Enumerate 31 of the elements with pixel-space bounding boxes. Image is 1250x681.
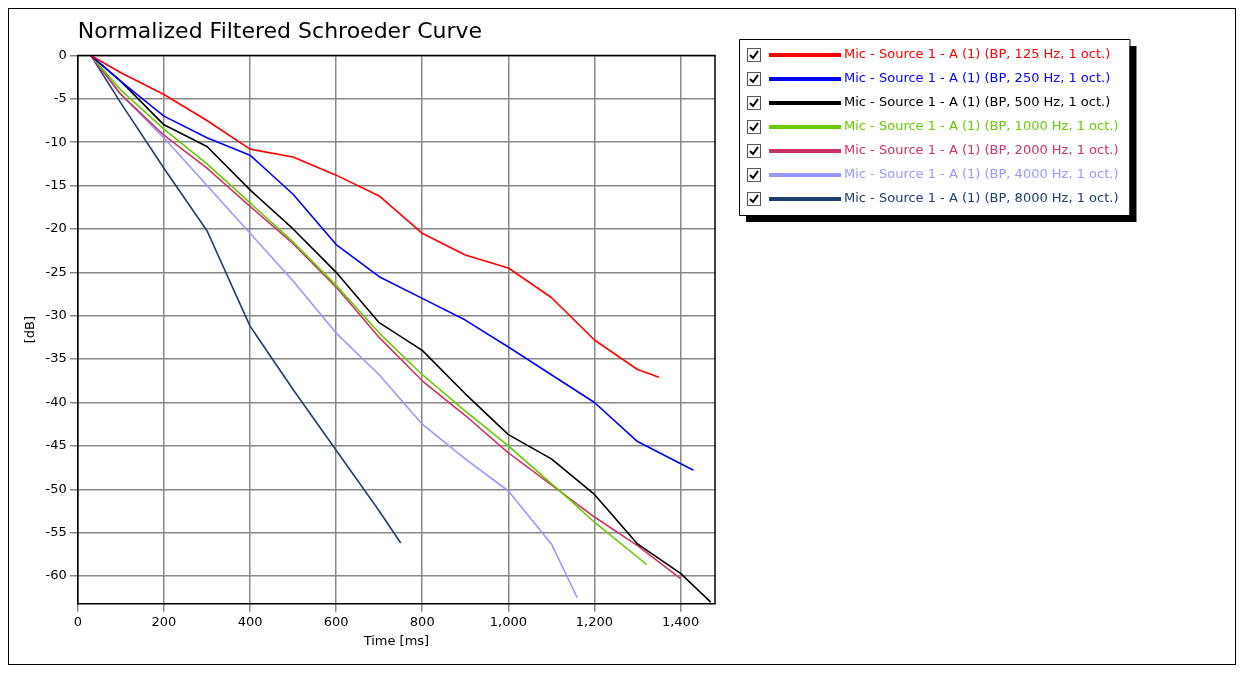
y-tick-label: -40 — [45, 393, 67, 409]
y-tick-label: -60 — [45, 567, 67, 583]
y-tick-label: -10 — [45, 133, 67, 149]
text: Mic - Source 1 - A (1) (BP, 500 Hz, 1 oct.) — [844, 94, 1111, 110]
y-tick-label: -5 — [53, 90, 67, 106]
x-tick-label: 200 — [151, 613, 177, 629]
y-tick-label: -35 — [45, 350, 67, 366]
text: Mic - Source 1 - A (1) (BP, 2000 Hz, 1 oct.) — [844, 142, 1119, 158]
chart-title: Normalized Filtered Schroeder Curve — [77, 17, 483, 43]
x-tick-label: 1,400 — [661, 613, 700, 629]
x-tick-label: 800 — [409, 613, 435, 629]
text: Mic - Source 1 - A (1) (BP, 4000 Hz, 1 oct.) — [844, 166, 1119, 182]
y-tick-label: -50 — [45, 480, 67, 496]
x-axis-title: Time [ms] — [362, 632, 430, 648]
text: Mic - Source 1 - A (1) (BP, 1000 Hz, 1 oct.) — [844, 118, 1119, 134]
y-tick-label: 0 — [58, 46, 67, 62]
text: Mic - Source 1 - A (1) (BP, 250 Hz, 1 oct.) — [844, 70, 1111, 86]
x-tick-label: 0 — [73, 613, 82, 629]
x-tick-label: 1,000 — [489, 613, 527, 629]
x-tick-label: 1,200 — [575, 613, 614, 629]
y-tick-label: -30 — [45, 307, 67, 323]
y-tick-label: -25 — [45, 263, 67, 279]
x-tick-label: 600 — [323, 613, 349, 629]
y-tick-label: -15 — [45, 176, 67, 192]
y-tick-label: -20 — [45, 220, 67, 236]
text: Mic - Source 1 - A (1) (BP, 125 Hz, 1 oct.) — [844, 46, 1111, 62]
x-tick-label: 400 — [237, 613, 263, 629]
y-tick-label: -55 — [45, 524, 67, 540]
y-tick-label: -45 — [45, 437, 67, 453]
text: Mic - Source 1 - A (1) (BP, 8000 Hz, 1 oct.) — [844, 190, 1119, 206]
y-axis-title: [dB] — [22, 315, 38, 344]
